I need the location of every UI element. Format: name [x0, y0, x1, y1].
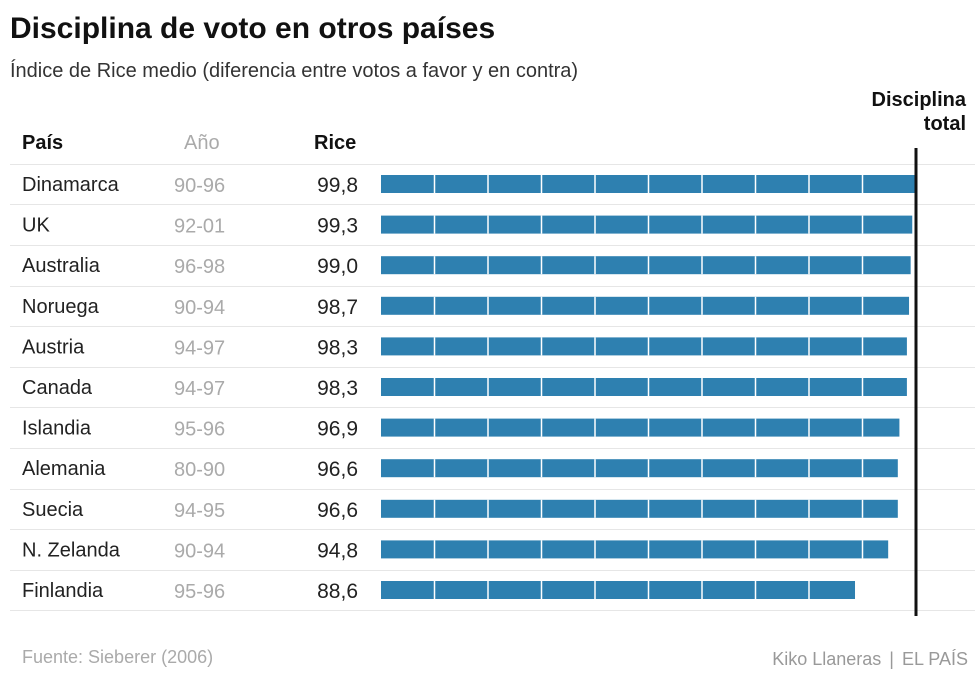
country-label: N. Zelanda: [22, 539, 121, 561]
source-note: Fuente: Sieberer (2006): [22, 647, 214, 667]
reference-label-line2: total: [923, 113, 966, 135]
value-label: 98,3: [317, 336, 358, 359]
year-label: 95-96: [174, 581, 225, 603]
bar: [381, 499, 898, 518]
value-label: 99,3: [317, 215, 358, 238]
country-label: Noruega: [22, 296, 100, 318]
year-label: 94-97: [174, 378, 225, 400]
chart-subtitle: Índice de Rice medio (diferencia entre v…: [10, 60, 579, 82]
column-header-rice: Rice: [314, 132, 357, 154]
year-label: 80-90: [174, 459, 225, 481]
country-label: Dinamarca: [22, 174, 120, 196]
bar: [381, 215, 913, 234]
column-header-year: Año: [184, 132, 220, 154]
reference-line-label: Disciplina total: [872, 88, 966, 136]
year-label: 96-98: [174, 256, 225, 278]
bar: [381, 296, 910, 315]
value-label: 96,6: [317, 499, 358, 522]
year-label: 90-96: [174, 175, 225, 197]
year-label: 94-95: [174, 500, 225, 522]
byline: Kiko Llaneras | EL PAÍS: [772, 649, 968, 670]
year-label: 90-94: [174, 540, 225, 562]
year-label: 95-96: [174, 419, 225, 441]
value-label: 96,9: [317, 418, 358, 441]
country-label: Australia: [22, 255, 101, 277]
year-label: 92-01: [174, 216, 225, 238]
year-label: 90-94: [174, 297, 225, 319]
chart-title: Disciplina de voto en otros países: [10, 12, 496, 45]
reference-label-line1: Disciplina: [871, 89, 966, 111]
country-label: Suecia: [22, 499, 84, 521]
bar: [381, 540, 889, 559]
value-label: 98,3: [317, 377, 358, 400]
value-label: 94,8: [317, 539, 358, 562]
bar: [381, 256, 911, 275]
country-label: UK: [22, 215, 50, 237]
value-label: 99,0: [317, 255, 358, 278]
country-label: Alemania: [22, 458, 106, 480]
bar: [381, 337, 907, 356]
bar: [381, 418, 900, 437]
country-label: Austria: [22, 336, 85, 358]
value-label: 99,8: [317, 174, 358, 197]
bar: [381, 378, 907, 396]
byline-separator: |: [889, 649, 894, 669]
value-label: 88,6: [317, 580, 358, 603]
value-label: 96,6: [317, 458, 358, 481]
publisher: EL PAÍS: [901, 649, 968, 669]
author: Kiko Llaneras: [772, 649, 882, 669]
bar: [381, 459, 898, 478]
country-label: Finlandia: [22, 580, 104, 602]
bar: [381, 581, 856, 599]
column-header-country: País: [22, 132, 64, 154]
country-label: Canada: [22, 377, 93, 399]
year-label: 94-97: [174, 337, 225, 359]
country-label: Islandia: [22, 418, 92, 440]
value-label: 98,7: [317, 296, 358, 319]
